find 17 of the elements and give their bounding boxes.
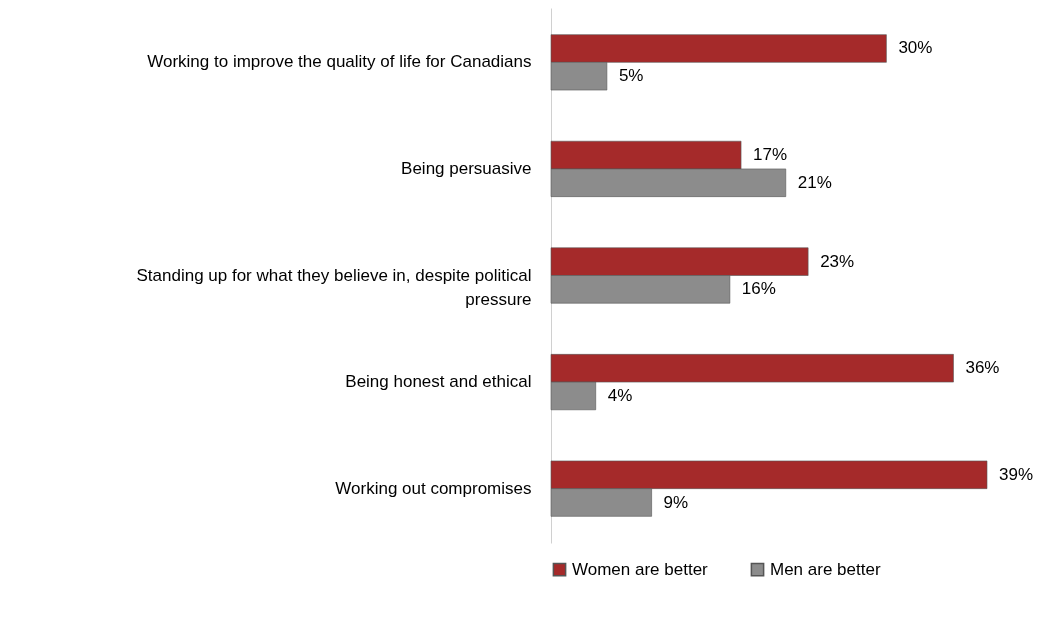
- data-label: 16%: [741, 279, 776, 299]
- y-tick-label: Working to improve the quality of life for Canadians: [147, 52, 532, 72]
- data-label: 39%: [999, 464, 1034, 484]
- legend-label: Women are better: [572, 559, 709, 579]
- data-label: 4%: [607, 385, 633, 405]
- data-label: 23%: [820, 251, 855, 271]
- data-label: 9%: [663, 492, 689, 512]
- y-tick-label: Standing up for what they believe in, despite political pressure: [136, 265, 532, 309]
- data-label: 30%: [898, 38, 933, 58]
- y-tick-label: Being persuasive: [401, 158, 532, 178]
- data-label: 5%: [618, 66, 644, 86]
- y-tick-label: Working out compromises: [335, 478, 532, 498]
- data-label: 17%: [753, 145, 788, 165]
- legend-label: Men are better: [770, 559, 881, 579]
- data-label: 36%: [965, 358, 1000, 378]
- data-label: 21%: [797, 172, 832, 192]
- y-tick-label: Being honest and ethical: [345, 372, 532, 392]
